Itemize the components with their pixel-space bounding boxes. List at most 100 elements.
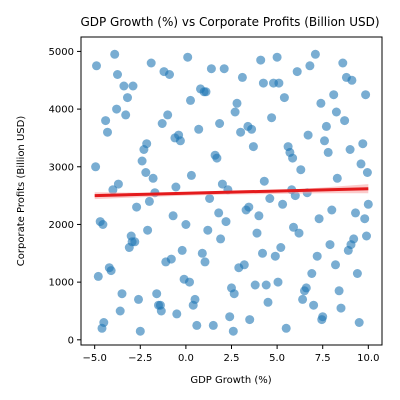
data-point (148, 173, 158, 183)
data-point (307, 269, 317, 278)
data-point (338, 58, 348, 68)
data-point (331, 107, 341, 117)
data-point (186, 95, 195, 105)
data-point (194, 124, 204, 134)
data-point (113, 70, 122, 79)
data-point (168, 211, 178, 221)
data-point (199, 87, 209, 97)
data-point (314, 214, 324, 224)
data-point (294, 228, 304, 238)
data-point (279, 93, 289, 103)
data-point (210, 150, 220, 160)
data-point (141, 168, 151, 177)
y-tick-label: 2000 (49, 220, 74, 231)
data-point (188, 300, 198, 310)
data-point (259, 176, 269, 186)
data-point (229, 289, 239, 299)
data-point (244, 202, 254, 212)
data-point (127, 237, 137, 247)
data-point (256, 55, 266, 65)
data-point (298, 294, 308, 304)
data-point (97, 323, 107, 333)
data-point (250, 280, 260, 290)
data-point (321, 121, 331, 131)
data-point (134, 294, 143, 304)
data-point (289, 222, 298, 232)
data-point (192, 320, 202, 330)
data-point (119, 81, 129, 91)
data-point (258, 78, 268, 88)
data-point (144, 196, 154, 206)
x-axis: −5.0 −2.5 0.0 2.5 5.0 7.5 10.0 (83, 345, 379, 364)
data-point (117, 289, 127, 299)
data-point (216, 234, 226, 244)
data-point (320, 136, 329, 146)
data-point (329, 90, 339, 100)
data-point (156, 306, 166, 316)
data-point (331, 260, 340, 270)
data-point (323, 147, 333, 157)
data-point (263, 297, 273, 307)
data-point (283, 142, 293, 152)
data-point (316, 98, 326, 108)
data-point (239, 260, 249, 270)
data-point (305, 61, 315, 71)
data-point (303, 130, 313, 140)
data-point (265, 194, 275, 203)
data-point (215, 119, 225, 128)
data-point (245, 315, 255, 325)
data-point (163, 110, 173, 120)
data-point (327, 205, 337, 215)
data-point (278, 199, 288, 209)
data-point (121, 110, 131, 120)
data-point (135, 326, 145, 336)
data-point (128, 81, 138, 91)
data-point (183, 52, 193, 62)
data-point (157, 119, 167, 128)
data-point (281, 323, 291, 333)
data-point (351, 208, 360, 218)
data-point (341, 72, 351, 82)
data-point (197, 248, 207, 258)
data-point (185, 277, 194, 287)
data-point (346, 240, 356, 250)
data-point (312, 251, 322, 261)
data-point (301, 283, 311, 293)
data-point (152, 289, 162, 299)
data-point (243, 121, 253, 131)
data-point (203, 225, 213, 235)
data-point (267, 113, 277, 123)
data-point (361, 90, 371, 100)
chart-title: GDP Growth (%) vs Corporate Profits (Bil… (80, 15, 379, 29)
data-point (101, 116, 111, 126)
data-point (171, 182, 181, 192)
y-tick-label: 5000 (49, 47, 74, 58)
x-tick-label: 2.5 (224, 353, 240, 364)
data-point (358, 139, 368, 149)
data-point (205, 194, 215, 203)
data-point (362, 168, 372, 177)
data-point (236, 127, 246, 137)
y-tick-label: 4000 (49, 105, 74, 116)
data-point (354, 318, 364, 327)
data-point (103, 127, 112, 137)
data-point (309, 300, 319, 310)
data-point (112, 104, 122, 114)
x-tick-label: 10.0 (357, 353, 379, 364)
x-tick-label: 7.5 (315, 353, 331, 364)
data-point (214, 208, 224, 218)
data-point (208, 320, 218, 330)
y-tick-label: 3000 (49, 162, 74, 173)
y-tick-label: 0 (68, 335, 74, 346)
data-point (334, 286, 344, 296)
data-point (142, 139, 152, 149)
data-point (258, 248, 267, 258)
data-point (272, 52, 282, 62)
x-tick-label: −5.0 (83, 353, 107, 364)
data-point (108, 185, 118, 195)
x-tick-label: 0.0 (178, 353, 194, 364)
data-point (104, 263, 114, 273)
data-point (228, 326, 238, 336)
data-point (248, 142, 258, 152)
